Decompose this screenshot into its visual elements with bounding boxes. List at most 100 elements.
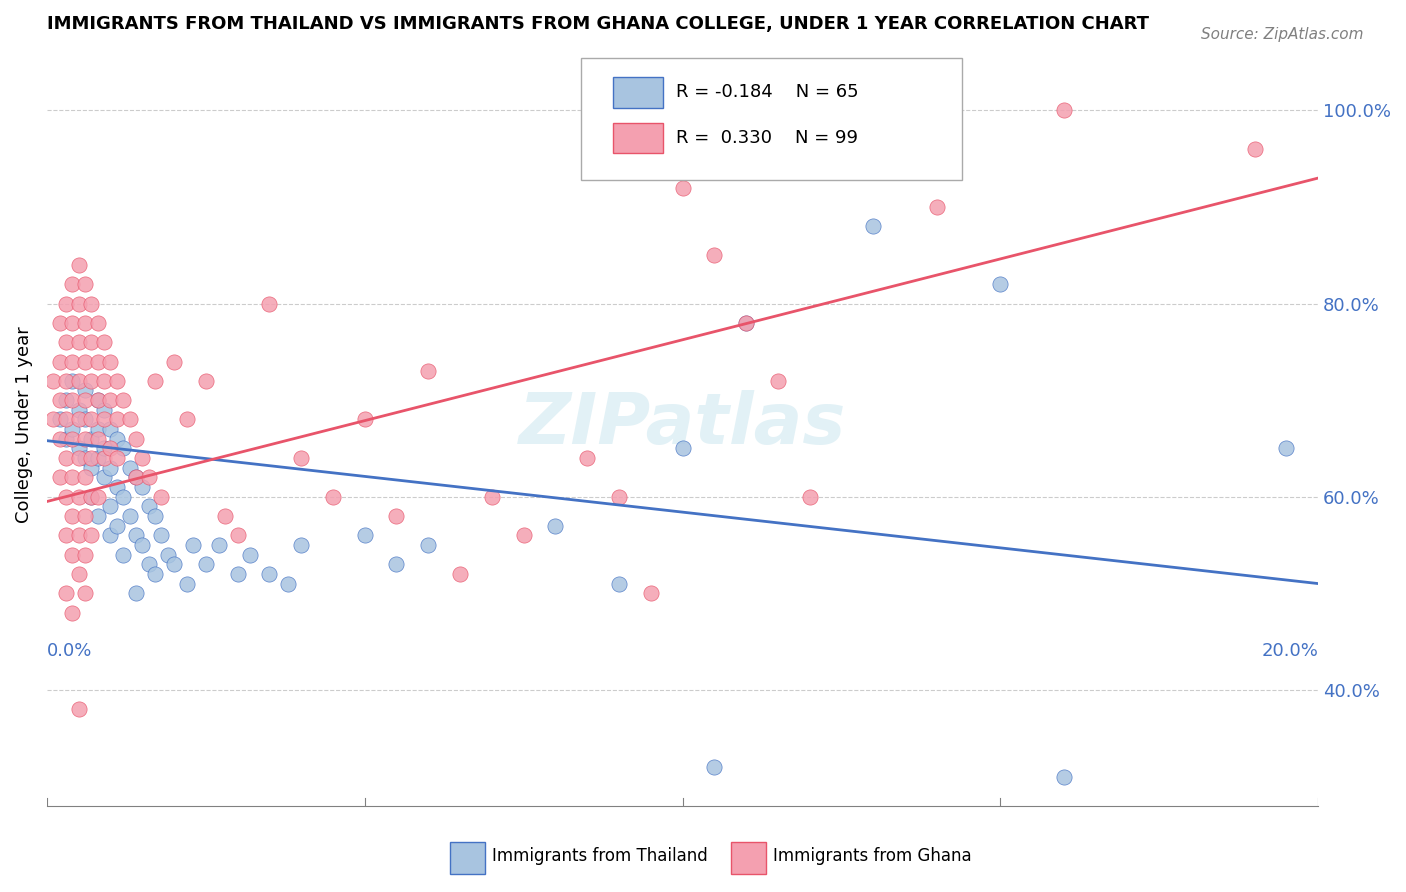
Point <box>1243 142 1265 156</box>
Point <box>1275 442 1298 456</box>
Point <box>735 316 758 330</box>
Point <box>105 412 128 426</box>
Point <box>87 490 110 504</box>
Point <box>87 508 110 523</box>
Point <box>418 364 440 378</box>
Point <box>226 566 249 581</box>
Point <box>105 480 128 494</box>
Point <box>55 335 77 350</box>
Point <box>194 374 217 388</box>
Point <box>93 442 115 456</box>
Point <box>100 500 122 514</box>
Point <box>80 412 103 426</box>
Point <box>607 576 630 591</box>
FancyBboxPatch shape <box>613 78 664 108</box>
Text: IMMIGRANTS FROM THAILAND VS IMMIGRANTS FROM GHANA COLLEGE, UNDER 1 YEAR CORRELAT: IMMIGRANTS FROM THAILAND VS IMMIGRANTS F… <box>46 15 1149 33</box>
Point <box>80 374 103 388</box>
Point <box>703 248 725 262</box>
Text: R =  0.330    N = 99: R = 0.330 N = 99 <box>676 129 858 147</box>
Point <box>55 490 77 504</box>
Point <box>322 490 344 504</box>
Point <box>125 586 148 600</box>
Point <box>93 470 115 484</box>
Point <box>214 508 236 523</box>
Point <box>67 296 90 310</box>
Point <box>703 760 725 774</box>
Point <box>131 480 153 494</box>
Point <box>73 354 96 368</box>
Point <box>73 548 96 562</box>
Point <box>353 528 375 542</box>
Text: Immigrants from Ghana: Immigrants from Ghana <box>773 847 972 865</box>
Point <box>226 528 249 542</box>
Point <box>143 374 166 388</box>
Point <box>176 412 198 426</box>
Point <box>138 558 160 572</box>
Point <box>73 451 96 466</box>
Point <box>112 442 135 456</box>
Point <box>105 432 128 446</box>
Point <box>118 508 141 523</box>
Point <box>194 558 217 572</box>
Point <box>93 412 115 426</box>
Point <box>87 451 110 466</box>
Y-axis label: College, Under 1 year: College, Under 1 year <box>15 326 32 523</box>
Point <box>862 219 884 234</box>
Text: ZIPatlas: ZIPatlas <box>519 390 846 458</box>
FancyBboxPatch shape <box>581 58 962 180</box>
Point <box>150 490 173 504</box>
Point <box>73 277 96 292</box>
Point <box>735 316 758 330</box>
Point <box>67 442 90 456</box>
Point <box>176 576 198 591</box>
Point <box>1053 770 1076 784</box>
Point <box>112 490 135 504</box>
Point <box>385 558 408 572</box>
Point <box>138 470 160 484</box>
FancyBboxPatch shape <box>613 123 664 153</box>
Point <box>55 393 77 408</box>
Point <box>73 432 96 446</box>
Point <box>73 316 96 330</box>
Point <box>48 316 70 330</box>
Point <box>118 412 141 426</box>
Point <box>131 538 153 552</box>
Point <box>60 470 83 484</box>
Point <box>55 451 77 466</box>
Point <box>73 586 96 600</box>
Point <box>80 296 103 310</box>
Point <box>80 451 103 466</box>
Point <box>100 393 122 408</box>
Point <box>290 538 312 552</box>
Point <box>87 354 110 368</box>
Point <box>239 548 262 562</box>
Point <box>60 508 83 523</box>
Text: 20.0%: 20.0% <box>1261 641 1319 660</box>
Point <box>93 451 115 466</box>
Point <box>418 538 440 552</box>
Point <box>125 470 148 484</box>
Point <box>259 296 281 310</box>
Point <box>671 442 693 456</box>
Text: Immigrants from Thailand: Immigrants from Thailand <box>492 847 707 865</box>
Point <box>60 316 83 330</box>
Point <box>163 354 186 368</box>
Point <box>67 702 90 716</box>
Point <box>67 402 90 417</box>
Point <box>67 528 90 542</box>
Point <box>48 354 70 368</box>
Text: R = -0.184    N = 65: R = -0.184 N = 65 <box>676 84 859 102</box>
Point <box>73 508 96 523</box>
Point <box>100 442 122 456</box>
Point <box>48 432 70 446</box>
Point <box>925 200 948 214</box>
Point <box>100 354 122 368</box>
Point <box>385 508 408 523</box>
Point <box>73 384 96 398</box>
Point <box>607 490 630 504</box>
Text: 0.0%: 0.0% <box>46 641 93 660</box>
Point <box>55 374 77 388</box>
Point <box>156 548 179 562</box>
Point <box>862 142 884 156</box>
Point <box>449 566 471 581</box>
